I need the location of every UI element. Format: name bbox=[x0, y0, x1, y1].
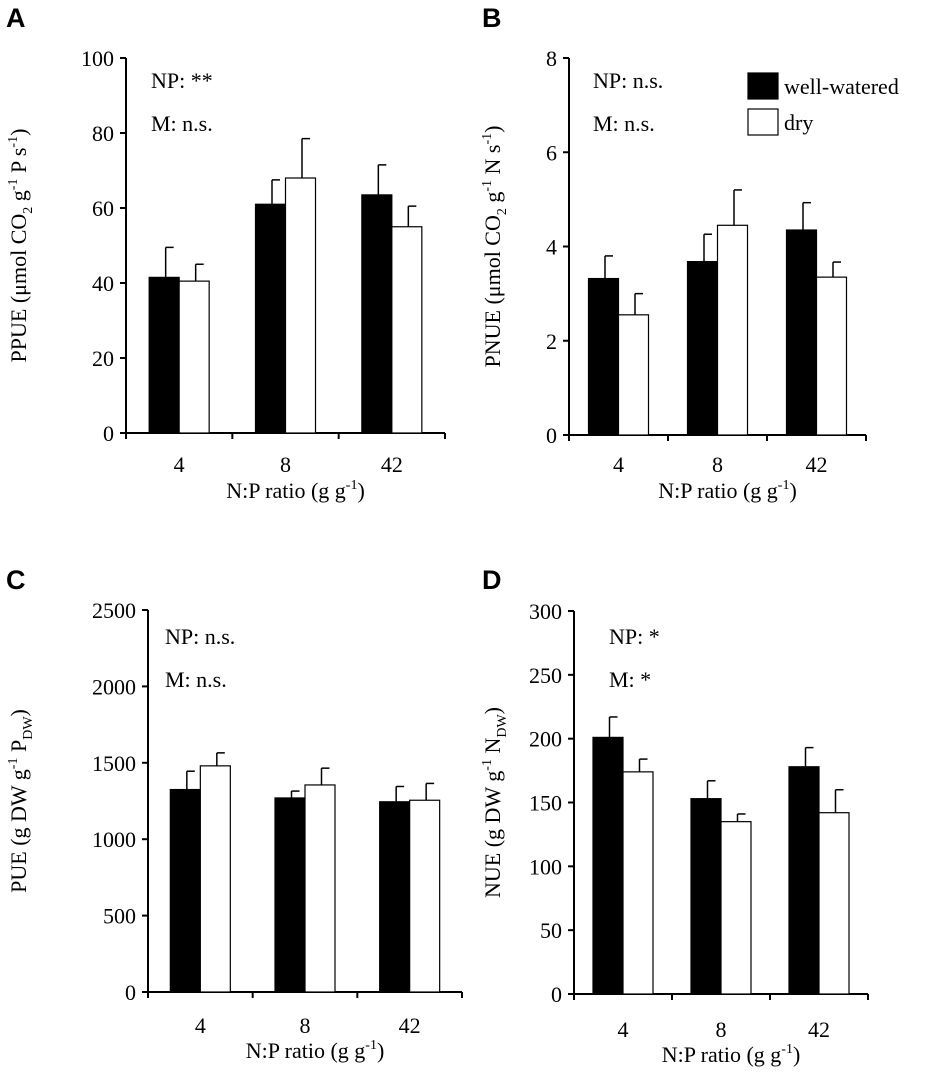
panel-a-bar-well-watered-8 bbox=[254, 203, 287, 434]
panel-d-y-axis-title: NUE (g DW g-1 NDW) bbox=[480, 707, 510, 898]
panel-d-bar-dry-42 bbox=[818, 812, 850, 995]
panel-b-bar-dry-42 bbox=[815, 276, 848, 436]
panel-b-chart: 0 2 4 6 8 4 8 42 N:P ratio (g g-1) PNUE (μmol CO2… bbox=[480, 46, 899, 503]
panel-a-y-tick-label: 40 bbox=[92, 271, 114, 296]
panel-c-bar-well-watered-4 bbox=[169, 788, 201, 993]
panel-d-x-tick-label: 4 bbox=[618, 1017, 629, 1042]
panel-c-y-tick-label: 2000 bbox=[92, 674, 136, 699]
panel-d-y-tick-label: 200 bbox=[529, 727, 562, 752]
panel-d-y-tick-label: 50 bbox=[540, 918, 562, 943]
panel-a-bar-dry-4 bbox=[178, 280, 210, 434]
panel-d-y-tick-label: 150 bbox=[529, 791, 562, 816]
panel-d-annotation-m: M: * bbox=[609, 667, 651, 692]
panel-a-x-tick-label: 8 bbox=[280, 452, 291, 477]
panel-b-bar-dry-8 bbox=[716, 224, 749, 436]
panel-b-x-tick-label: 42 bbox=[806, 452, 828, 477]
panel-c-bar-dry-42 bbox=[409, 799, 441, 993]
panel-a-chart: 0 20 40 60 80 100 4 8 42 N:P ratio (g g-1) PPUE (μ… bbox=[6, 46, 446, 503]
legend: well-watered dry bbox=[747, 72, 899, 136]
panel-a-x-tick-label: 4 bbox=[174, 452, 185, 477]
panel-b-x-tick-label: 8 bbox=[712, 452, 723, 477]
legend-label-well-watered: well-watered bbox=[784, 74, 899, 99]
panel-d-x-tick-label: 42 bbox=[808, 1017, 830, 1042]
panel-c-bar-dry-4 bbox=[199, 765, 231, 993]
panel-d-y-tick-label: 100 bbox=[529, 854, 562, 879]
panel-b-y-tick-label: 6 bbox=[546, 140, 557, 165]
panel-c-y-tick-label: 2500 bbox=[92, 598, 136, 623]
panel-a-y-tick-label: 0 bbox=[103, 421, 114, 446]
panel-a-y-tick-label: 80 bbox=[92, 121, 114, 146]
panel-d-x-axis-title: N:P ratio (g g-1) bbox=[662, 1042, 801, 1067]
legend-swatch-well-watered bbox=[747, 72, 779, 100]
panel-c-x-tick-label: 8 bbox=[300, 1013, 311, 1038]
panel-b-bar-well-watered-4 bbox=[587, 277, 620, 436]
panel-d-bar-dry-8 bbox=[720, 821, 752, 995]
panel-a-x-axis-title: N:P ratio (g g-1) bbox=[226, 478, 365, 503]
panel-d-bar-well-watered-4 bbox=[592, 736, 624, 995]
panel-b-y-tick-label: 0 bbox=[546, 423, 557, 448]
panel-d-bar-well-watered-42 bbox=[788, 766, 820, 995]
panel-b-y-tick-label: 8 bbox=[546, 46, 557, 71]
panel-d-y-tick-label: 300 bbox=[529, 599, 562, 624]
panel-d-x-tick-label: 8 bbox=[716, 1017, 727, 1042]
panel-a-annotation-np: NP: ** bbox=[151, 68, 213, 93]
panel-c-y-tick-label: 1000 bbox=[92, 827, 136, 852]
panel-b-y-tick-label: 4 bbox=[546, 235, 557, 260]
panel-b-bar-dry-4 bbox=[617, 314, 650, 436]
panel-c-y-tick-label: 1500 bbox=[92, 751, 136, 776]
panel-a-bar-dry-8 bbox=[284, 177, 317, 434]
panel-d-annotation-np: NP: * bbox=[609, 624, 660, 649]
legend-label-dry: dry bbox=[784, 110, 813, 135]
panel-a-bar-well-watered-4 bbox=[148, 276, 180, 434]
panel-c-y-tick-label: 500 bbox=[103, 904, 136, 929]
panel-d-bar-dry-4 bbox=[622, 771, 654, 995]
panel-a-y-tick-label: 60 bbox=[92, 196, 114, 221]
panel-c-bar-well-watered-42 bbox=[379, 801, 411, 993]
panel-c-chart: 0 500 1000 1500 2000 2500 4 8 42 N:P ratio (g g-1… bbox=[6, 598, 463, 1063]
panel-a-y-tick-label: 100 bbox=[81, 46, 114, 71]
panel-c-annotation-m: M: n.s. bbox=[165, 667, 227, 692]
panel-c-x-tick-label: 4 bbox=[195, 1013, 206, 1038]
panel-letter-b: B bbox=[482, 3, 502, 33]
panel-c-y-axis-title: PUE (g DW g-1 PDW) bbox=[6, 709, 36, 893]
panel-a-annotation-m: M: n.s. bbox=[151, 111, 213, 136]
panel-d-bar-well-watered-8 bbox=[690, 798, 722, 995]
panel-d-y-tick-label: 0 bbox=[551, 982, 562, 1007]
panel-b-annotation-np: NP: n.s. bbox=[593, 68, 663, 93]
panel-a-y-axis-title: PPUE (μmol CO2 g-1 P s-1) bbox=[6, 129, 36, 363]
panel-c-bar-dry-8 bbox=[304, 784, 336, 993]
panel-a-bar-well-watered-42 bbox=[361, 194, 393, 434]
panel-c-x-tick-label: 42 bbox=[399, 1013, 421, 1038]
panel-b-y-tick-label: 2 bbox=[546, 329, 557, 354]
panel-letter-a: A bbox=[6, 3, 26, 33]
panel-b-annotation-m: M: n.s. bbox=[593, 111, 655, 136]
panel-c-annotation-np: NP: n.s. bbox=[165, 624, 235, 649]
panel-c-bar-well-watered-8 bbox=[274, 797, 306, 993]
panel-d-chart: 0 50 100 150 200 250 300 4 8 42 N:P ratio (g g-1) N… bbox=[480, 599, 869, 1067]
panel-c-x-axis-title: N:P ratio (g g-1) bbox=[246, 1038, 385, 1063]
panel-b-bar-well-watered-42 bbox=[785, 229, 818, 436]
panel-a-x-tick-label: 42 bbox=[381, 452, 403, 477]
legend-swatch-dry bbox=[747, 108, 779, 136]
panel-c-y-tick-label: 0 bbox=[125, 980, 136, 1005]
panel-b-x-tick-label: 4 bbox=[613, 452, 624, 477]
panel-a-bar-dry-42 bbox=[391, 226, 423, 434]
panel-d-y-tick-label: 250 bbox=[529, 663, 562, 688]
panel-a-y-tick-label: 20 bbox=[92, 346, 114, 371]
panel-letter-c: C bbox=[6, 565, 26, 595]
panel-letter-d: D bbox=[482, 565, 502, 595]
panel-b-bar-well-watered-8 bbox=[686, 260, 719, 436]
panel-b-x-axis-title: N:P ratio (g g-1) bbox=[658, 478, 797, 503]
panel-b-y-axis-title: PNUE (μmol CO2 g-1 N s-1) bbox=[480, 126, 510, 368]
